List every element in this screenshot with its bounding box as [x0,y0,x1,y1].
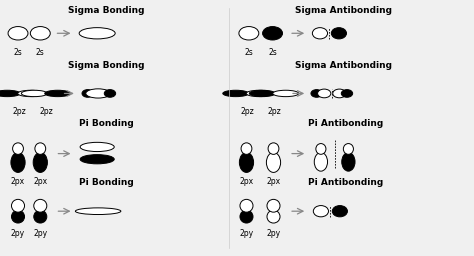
Ellipse shape [0,90,20,97]
Ellipse shape [45,90,71,97]
Text: Sigma Antibonding: Sigma Antibonding [295,61,392,70]
Text: 2py: 2py [33,229,47,238]
Ellipse shape [8,27,28,40]
Ellipse shape [342,153,355,171]
Ellipse shape [82,90,93,97]
Text: 2py: 2py [11,229,25,238]
Ellipse shape [267,199,280,212]
Text: Pi Antibonding: Pi Antibonding [309,119,383,128]
Text: 2px: 2px [33,177,47,186]
Text: 2pz: 2pz [39,107,53,116]
Ellipse shape [75,208,121,215]
Ellipse shape [35,143,46,154]
Ellipse shape [343,144,354,154]
Text: 2px: 2px [266,177,281,186]
Ellipse shape [11,199,25,212]
Ellipse shape [240,199,253,212]
Ellipse shape [11,210,25,223]
Ellipse shape [30,27,50,40]
Ellipse shape [249,90,275,97]
Ellipse shape [332,206,347,217]
Ellipse shape [246,90,272,97]
Ellipse shape [86,89,110,98]
Ellipse shape [240,210,253,223]
Ellipse shape [33,152,47,173]
Text: Pi Bonding: Pi Bonding [79,119,134,128]
Ellipse shape [239,27,259,40]
Ellipse shape [11,152,25,173]
Text: Pi Antibonding: Pi Antibonding [309,178,383,187]
Ellipse shape [223,90,249,97]
Ellipse shape [341,90,353,97]
Ellipse shape [21,90,47,97]
Text: 2py: 2py [239,229,254,238]
Ellipse shape [13,143,23,154]
Text: Sigma Antibonding: Sigma Antibonding [295,6,392,15]
Text: 2s: 2s [36,48,45,57]
Ellipse shape [312,28,328,39]
Ellipse shape [263,27,283,40]
Ellipse shape [79,28,115,39]
Ellipse shape [316,144,326,154]
Ellipse shape [268,143,279,154]
Text: 2s: 2s [268,48,277,57]
Text: 2pz: 2pz [240,107,255,116]
Ellipse shape [80,142,114,152]
Text: 2s: 2s [14,48,22,57]
Text: 2px: 2px [11,177,25,186]
Ellipse shape [267,210,280,223]
Text: Pi Bonding: Pi Bonding [79,178,134,187]
Text: Sigma Bonding: Sigma Bonding [68,61,145,70]
Ellipse shape [318,89,331,98]
Ellipse shape [34,210,47,223]
Ellipse shape [311,90,322,97]
Ellipse shape [313,206,328,217]
Text: Sigma Bonding: Sigma Bonding [68,6,145,15]
Ellipse shape [273,90,299,97]
Ellipse shape [241,143,252,154]
Ellipse shape [266,152,281,173]
Ellipse shape [104,90,116,97]
Ellipse shape [80,155,114,164]
Ellipse shape [239,152,254,173]
Ellipse shape [331,28,346,39]
Ellipse shape [314,153,328,171]
Ellipse shape [34,199,47,212]
Text: 2pz: 2pz [12,107,26,116]
Text: 2px: 2px [239,177,254,186]
Text: 2py: 2py [266,229,281,238]
Ellipse shape [18,90,44,97]
Text: 2s: 2s [245,48,253,57]
Text: 2pz: 2pz [267,107,281,116]
Ellipse shape [333,89,346,98]
